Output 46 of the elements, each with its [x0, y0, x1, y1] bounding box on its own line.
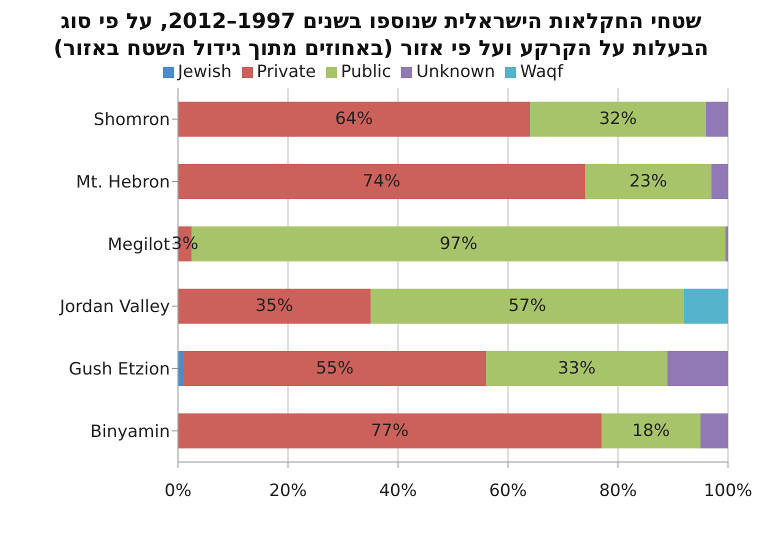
x-tick-label: 60% — [489, 481, 527, 502]
legend-label: Public — [340, 62, 392, 82]
data-label: 57% — [508, 296, 546, 316]
bar — [668, 351, 728, 386]
data-label: 74% — [362, 172, 400, 192]
bar — [725, 226, 728, 262]
bar — [706, 102, 728, 137]
y-tick-label: Jordan Valley — [58, 297, 170, 318]
y-tick-label: Shomron — [94, 110, 170, 130]
data-label: 33% — [558, 358, 596, 379]
data-label: 64% — [335, 109, 373, 130]
x-tick-label: 40% — [379, 481, 417, 502]
y-tick-label: Binyamin — [90, 422, 170, 442]
bar — [700, 413, 728, 448]
data-label: 32% — [599, 109, 637, 130]
x-tick-label: 100% — [704, 481, 752, 502]
data-label: 35% — [255, 296, 294, 316]
bar — [178, 102, 530, 137]
data-label: 97% — [440, 234, 478, 254]
bar — [602, 413, 700, 448]
bar — [712, 164, 728, 200]
chart-title: שטחי החקלאות הישראלית שנוספו בשנים 1997–2012, על פי סוג הבעלות על הקרקע ועל פי אזור (באחוזים מתוך גידול השטח באזור) — [52, 8, 710, 62]
data-label: 18% — [632, 420, 670, 441]
legend-label: Jewish — [178, 62, 232, 82]
y-tick-label: Gush Etzion — [68, 360, 170, 380]
bar — [178, 351, 184, 386]
data-label: 23% — [629, 172, 668, 192]
bar — [370, 288, 684, 324]
bar — [684, 288, 728, 324]
legend-label: Private — [256, 62, 316, 82]
legend-label: Waqf — [520, 62, 564, 82]
x-tick-label: 80% — [599, 481, 637, 502]
bar — [178, 288, 370, 324]
legend-label: Unknown — [416, 62, 496, 82]
bar — [585, 164, 712, 200]
data-label: 77% — [370, 420, 409, 441]
x-tick-label: 0% — [164, 481, 192, 502]
bar — [184, 351, 486, 386]
y-tick-label: Megilot — [108, 234, 170, 255]
y-tick-label: Mt. Hebron — [76, 172, 170, 193]
bar — [530, 102, 706, 137]
bar — [178, 164, 585, 200]
data-label: 55% — [316, 358, 354, 379]
bar — [178, 413, 602, 448]
bar — [486, 351, 668, 386]
x-tick-label: 20% — [269, 481, 307, 502]
